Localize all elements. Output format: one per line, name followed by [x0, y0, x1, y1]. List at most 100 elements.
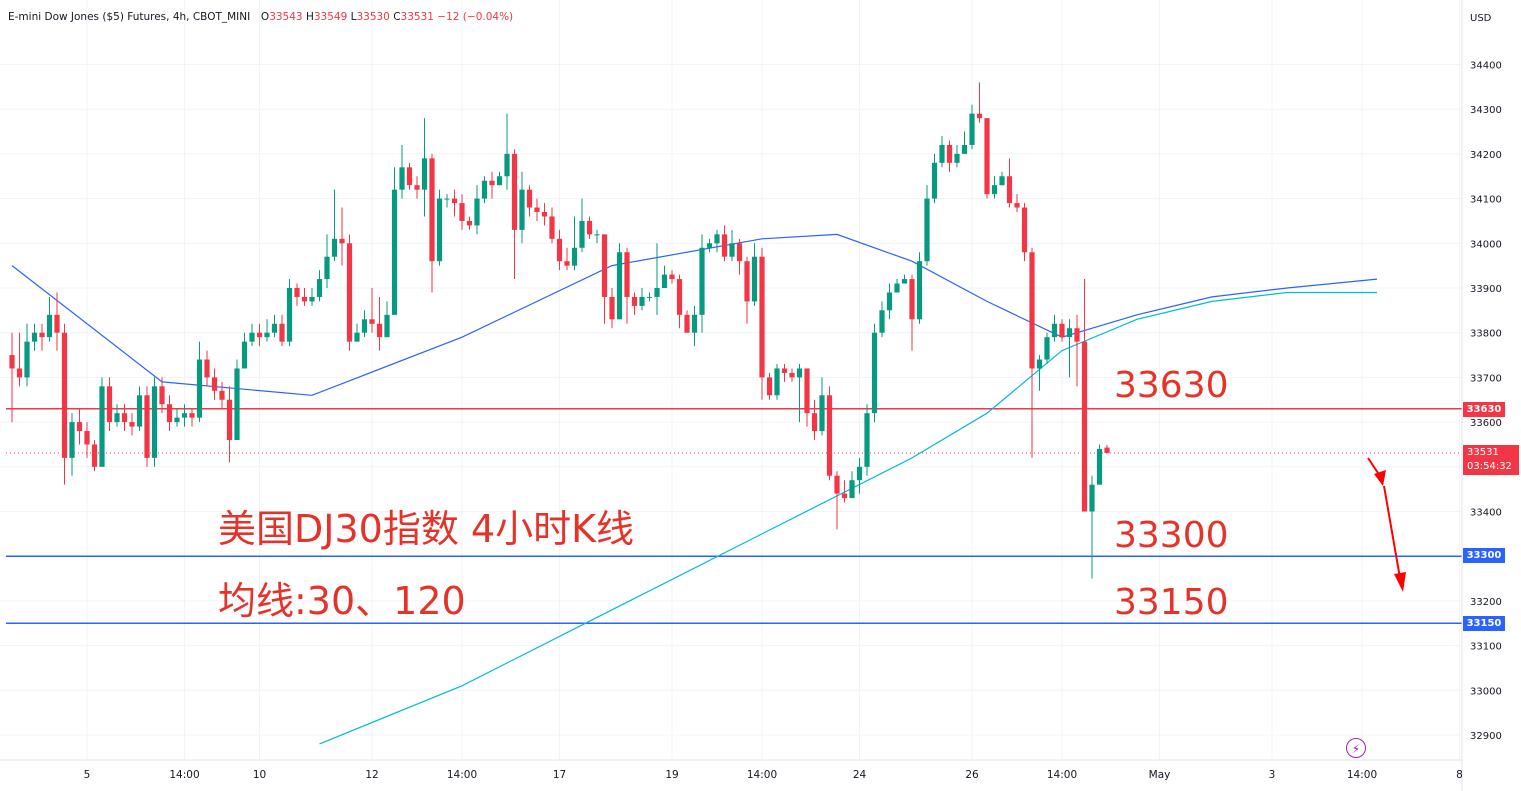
candle-body [811, 413, 818, 432]
candle [856, 457, 863, 494]
candle [796, 363, 803, 423]
candle-body [871, 332, 878, 414]
candle-body [706, 243, 713, 248]
candle-body [151, 386, 158, 458]
candle [31, 323, 38, 351]
candle [601, 234, 608, 324]
candle [121, 404, 128, 432]
candle [999, 171, 1005, 186]
candle-body [1051, 323, 1058, 338]
candle-body [31, 332, 38, 342]
candle [414, 176, 420, 199]
tag-33300: 33300 [1463, 548, 1505, 563]
candle-body [249, 332, 255, 342]
candle [84, 422, 90, 458]
candle-body [549, 216, 555, 239]
candle-body [496, 176, 503, 186]
candle [114, 404, 120, 427]
candle [226, 386, 233, 463]
candle-body [211, 377, 218, 391]
candle-body [339, 238, 345, 244]
candle-body [309, 296, 315, 302]
candle [91, 439, 98, 472]
candle-body [301, 296, 308, 302]
candle [684, 310, 690, 333]
label-33300: 33300 [1114, 515, 1229, 556]
horizontal-levels [6, 407, 1462, 624]
open-value: 33543 [269, 11, 303, 23]
candle-body [421, 158, 428, 190]
candle [384, 301, 390, 338]
candle-body [901, 279, 908, 284]
currency-label[interactable]: USD [1470, 13, 1492, 24]
candle [309, 288, 315, 306]
candle-body [106, 386, 113, 423]
candle [864, 404, 870, 476]
candle-body [99, 386, 105, 467]
candle-body [654, 288, 660, 297]
candle [234, 359, 240, 440]
candle [429, 153, 435, 293]
candle [76, 408, 83, 445]
lightning-icon[interactable]: ⚡ [1346, 738, 1366, 758]
annotation-title: 美国DJ30指数 4小时K线 [218, 507, 634, 551]
candle [54, 292, 60, 351]
candle-body [744, 261, 750, 302]
y-tick-label: 33100 [1470, 642, 1502, 653]
candle-body [766, 377, 773, 396]
candle-body [534, 207, 540, 213]
candle-body [646, 296, 653, 298]
ma30-line [11, 233, 1378, 396]
candle-body [121, 413, 128, 423]
y-tick-label: 34300 [1470, 105, 1502, 116]
x-tick-label: May [1149, 769, 1171, 781]
time-axis[interactable]: 5 14:00 10 12 14:00 17 19 14:00 24 26 14:00 May 3 14:… [84, 769, 1463, 781]
y-tick-label: 34400 [1470, 61, 1502, 72]
candle-body [676, 279, 683, 315]
candle-body [286, 288, 293, 342]
candle-body [406, 167, 413, 186]
candle-body [661, 274, 668, 288]
candle [339, 207, 345, 266]
candle [1051, 314, 1058, 342]
candle-body [961, 144, 968, 154]
candle [699, 234, 705, 333]
y-tick-label: 34000 [1470, 239, 1502, 250]
candle-body [84, 431, 90, 445]
symbol-title[interactable]: E-mini Dow Jones ($5) Futures, 4h, CBOT_… [8, 11, 251, 23]
candle-body [264, 332, 270, 338]
candle-body [331, 238, 338, 257]
candle-body [556, 238, 563, 262]
candle [871, 323, 878, 423]
arrow-2-head [1394, 572, 1406, 592]
candle [354, 323, 360, 342]
candle-body [781, 368, 788, 373]
candle-body [16, 368, 23, 378]
candle [1066, 319, 1073, 378]
candle-body [759, 256, 765, 378]
candle [369, 288, 375, 333]
candle [594, 229, 600, 244]
candle [376, 296, 383, 351]
candle-body [444, 198, 450, 200]
candle [459, 194, 465, 230]
candle-body [1059, 323, 1065, 338]
current-price: 33531 [1467, 447, 1499, 458]
candle [1021, 203, 1028, 262]
candle-body [601, 234, 608, 297]
candle-body [511, 153, 518, 230]
candle-body [204, 359, 210, 378]
candle-body [946, 144, 953, 163]
close-value: 33531 [400, 11, 434, 23]
candle-body [1081, 341, 1088, 512]
candle-body [91, 444, 98, 467]
candle [286, 279, 293, 347]
candle-body [354, 332, 360, 342]
candle [931, 153, 938, 204]
candle-body [144, 395, 150, 458]
candle-body [774, 368, 780, 396]
candle-body [639, 296, 645, 306]
candle-body [714, 234, 720, 244]
candle-body [414, 185, 420, 190]
